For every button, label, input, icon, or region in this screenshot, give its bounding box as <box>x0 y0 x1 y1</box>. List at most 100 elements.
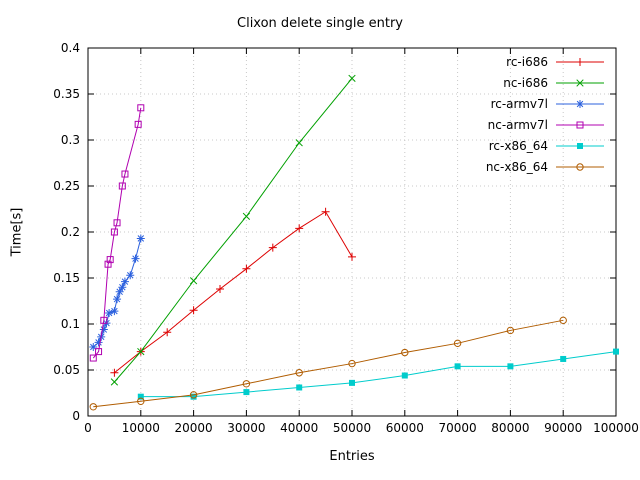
grid-lines <box>87 47 617 417</box>
square-filled-marker <box>577 143 583 149</box>
y-tick-label: 0.4 <box>61 41 80 55</box>
plus-marker <box>163 328 172 337</box>
cross-marker <box>295 139 303 147</box>
cross-marker <box>242 212 251 221</box>
legend-label: rc-armv7l <box>491 97 548 111</box>
series-nc-armv7l <box>89 104 145 362</box>
y-tick-label: 0 <box>72 409 80 423</box>
square-filled-marker <box>613 348 619 355</box>
asterisk-marker <box>89 343 98 351</box>
legend-sample <box>556 79 604 87</box>
circle-open-marker <box>576 163 584 171</box>
plus-marker <box>268 243 277 252</box>
square-filled-marker <box>349 379 355 386</box>
circle-open-marker <box>137 397 145 405</box>
y-tick-label: 0.2 <box>61 225 80 239</box>
asterisk-marker <box>126 271 135 280</box>
series-rc-x86_64 <box>137 348 619 400</box>
legend-item-nc-i686: nc-i686 <box>503 76 604 90</box>
legend-item-rc-armv7l: rc-armv7l <box>491 97 604 111</box>
y-tick-label: 0.3 <box>61 133 80 147</box>
x-axis-label: Entries <box>329 449 375 464</box>
square-open-marker <box>104 260 112 268</box>
y-tick-label: 0.35 <box>53 87 80 101</box>
legend-sample <box>556 58 604 66</box>
square-open-marker <box>113 219 121 227</box>
plus-marker <box>321 207 330 216</box>
y-tick-label: 0.15 <box>53 271 80 285</box>
circle-open-marker <box>242 380 251 388</box>
square-open-marker <box>134 120 142 128</box>
legend-sample <box>556 100 604 108</box>
plus-marker <box>348 252 356 261</box>
legend-item-rc-x86_64: rc-x86_64 <box>489 139 604 153</box>
x-tick-label: 70000 <box>439 421 477 435</box>
x-tick-label: 50000 <box>333 421 371 435</box>
circle-open-marker <box>295 369 303 377</box>
cross-marker <box>576 79 584 87</box>
cross-marker <box>110 378 119 386</box>
plus-marker <box>242 264 251 273</box>
x-tick-label: 30000 <box>227 421 265 435</box>
x-tick-label: 40000 <box>280 421 318 435</box>
legend-label: nc-armv7l <box>488 118 548 132</box>
square-filled-marker <box>137 393 144 400</box>
plus-marker <box>110 368 119 377</box>
series-rc-armv7l <box>89 234 145 351</box>
legend-label: nc-x86_64 <box>486 160 548 174</box>
axis-ticks <box>87 47 617 417</box>
x-tick-label: 100000 <box>593 421 639 435</box>
square-open-marker <box>106 256 114 264</box>
axis-tick-labels: 0 10000 20000 30000 40000 50000 60000 70000 8000… <box>53 41 639 435</box>
circle-open-marker <box>559 316 567 325</box>
series-rc-i686 <box>110 207 356 377</box>
square-filled-marker <box>243 389 250 396</box>
cross-marker <box>189 277 198 285</box>
cross-marker <box>348 74 356 83</box>
y-tick-label: 0.25 <box>53 179 80 193</box>
square-open-marker <box>100 316 108 324</box>
circle-open-marker <box>89 403 97 411</box>
square-open-marker <box>576 121 584 129</box>
legend-label: nc-i686 <box>503 76 548 90</box>
square-filled-marker <box>296 384 303 391</box>
legend-sample <box>556 143 604 149</box>
asterisk-marker <box>131 254 140 263</box>
legend-sample <box>556 163 604 171</box>
chart-title: Clixon delete single entry <box>237 16 403 31</box>
square-filled-marker <box>454 363 461 370</box>
series-nc-x86_64 <box>89 316 567 411</box>
asterisk-marker <box>113 295 122 304</box>
square-open-marker <box>121 170 129 178</box>
y-tick-label: 0.05 <box>53 363 80 377</box>
y-tick-label: 0.1 <box>61 317 80 331</box>
x-tick-label: 80000 <box>491 421 529 435</box>
square-open-marker <box>118 182 126 190</box>
square-filled-marker <box>560 355 567 362</box>
circle-open-marker <box>401 348 409 357</box>
x-tick-label: 0 <box>84 421 92 435</box>
square-filled-marker <box>401 372 408 379</box>
x-tick-label: 10000 <box>122 421 160 435</box>
square-open-marker <box>89 354 97 362</box>
legend-label: rc-x86_64 <box>489 139 548 153</box>
circle-open-marker <box>189 391 198 399</box>
series-nc-i686 <box>110 74 356 386</box>
asterisk-marker <box>576 100 584 108</box>
x-tick-label: 60000 <box>386 421 424 435</box>
circle-open-marker <box>348 359 356 368</box>
square-filled-marker <box>190 393 197 400</box>
circle-open-marker <box>453 339 462 348</box>
cross-marker <box>137 347 145 356</box>
circle-open-marker <box>506 326 515 335</box>
plus-marker <box>576 58 584 66</box>
asterisk-marker <box>136 234 145 243</box>
x-tick-label: 90000 <box>544 421 582 435</box>
square-open-marker <box>137 104 145 112</box>
legend-item-rc-i686: rc-i686 <box>506 55 604 69</box>
asterisk-marker <box>120 277 129 286</box>
square-open-marker <box>95 348 103 356</box>
asterisk-marker <box>110 307 119 316</box>
